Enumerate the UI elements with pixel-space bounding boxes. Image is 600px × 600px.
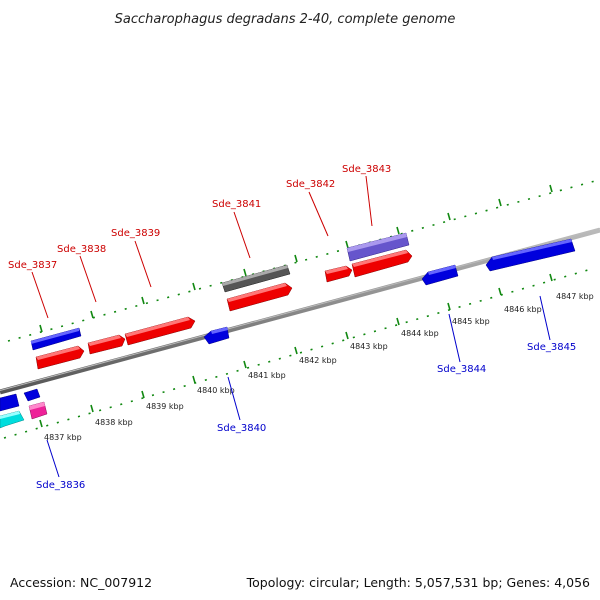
gene-label[interactable]: Sde_3836: [36, 480, 85, 491]
gene-left-blue[interactable]: [0, 393, 20, 412]
gene-labels-reverse: Sde_3836 Sde_3840 Sde_3844 Sde_3845: [36, 342, 576, 491]
gene-label[interactable]: Sde_3842: [286, 179, 335, 190]
scale-label: 4844 kbp: [401, 329, 439, 338]
scale-label: 4841 kbp: [248, 371, 286, 380]
scale-label: 4846 kbp: [504, 305, 542, 314]
scale-label: 4839 kbp: [146, 402, 184, 411]
tick-track-outer: [7, 180, 596, 342]
map-title: Saccharophagus degradans 2-40, complete …: [115, 12, 456, 27]
leader-lines-forward: [31, 175, 373, 319]
gene-sde-3836-blue-small[interactable]: [23, 388, 41, 402]
major-ticks-inner: [39, 273, 553, 428]
gene-label[interactable]: Sde_3843: [342, 164, 391, 175]
scale-label: 4837 kbp: [44, 433, 82, 442]
gene-sde-3844[interactable]: [421, 264, 459, 286]
major-ticks-outer: [39, 184, 553, 333]
gene-sde-3845[interactable]: [485, 238, 576, 272]
gene-labels-forward: Sde_3837 Sde_3838 Sde_3839 Sde_3841 Sde_…: [8, 164, 391, 271]
scale-label: 4843 kbp: [350, 342, 388, 351]
scale-label: 4842 kbp: [299, 356, 337, 365]
scale-label: 4845 kbp: [452, 317, 490, 326]
gene-label[interactable]: Sde_3845: [527, 342, 576, 353]
forward-genes: [30, 232, 413, 370]
reverse-genes: [0, 238, 576, 429]
scale-label: 4838 kbp: [95, 418, 133, 427]
gene-label[interactable]: Sde_3838: [57, 244, 106, 255]
scale-label: 4840 kbp: [197, 386, 235, 395]
gene-label[interactable]: Sde_3841: [212, 199, 261, 210]
gene-label[interactable]: Sde_3837: [8, 260, 57, 271]
genome-summary: Topology: circular; Length: 5,057,531 bp…: [246, 575, 590, 590]
accession-label: Accession: NC_007912: [10, 575, 152, 590]
scale-label: 4847 kbp: [556, 292, 594, 301]
gene-sde-3841[interactable]: [226, 282, 293, 312]
gene-label[interactable]: Sde_3844: [437, 364, 486, 375]
gene-label[interactable]: Sde_3839: [111, 228, 160, 239]
gene-sde-3843[interactable]: [351, 249, 413, 278]
gene-label[interactable]: Sde_3840: [217, 423, 266, 434]
leader-lines-reverse: [46, 295, 551, 478]
scale-labels: 4837 kbp 4838 kbp 4839 kbp 4840 kbp 4841…: [44, 292, 594, 442]
